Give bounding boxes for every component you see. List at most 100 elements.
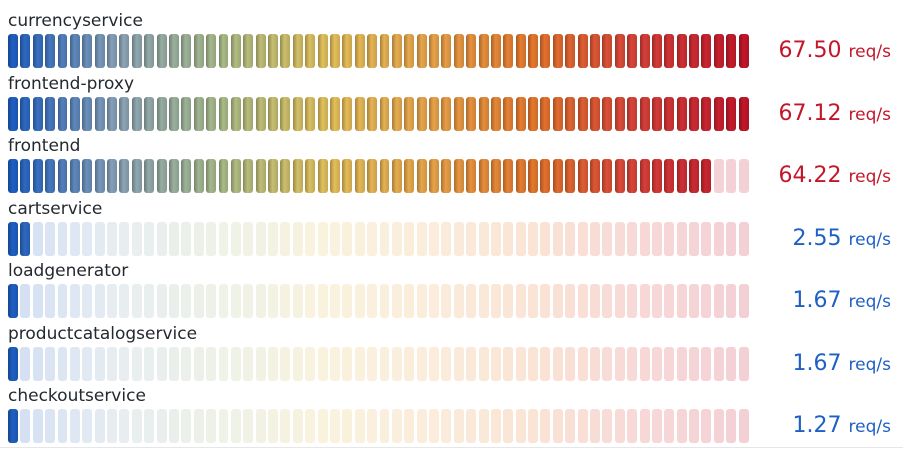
gauge-cell-lit <box>676 34 687 68</box>
gauge-cell-lit <box>57 96 68 131</box>
gauge-cell-unlit <box>354 284 365 318</box>
gauge-cell-lit <box>119 96 130 131</box>
gauge-cell-lit <box>590 159 600 193</box>
gauge-cell-lit <box>738 96 749 131</box>
gauge-cell-unlit <box>57 346 68 381</box>
gauge-cell-lit <box>20 159 31 193</box>
gauge-cell-unlit <box>69 221 80 256</box>
gauge-cell-lit <box>528 96 539 131</box>
gauge-cell-unlit <box>156 409 167 443</box>
value-number: 67.12 <box>778 100 842 126</box>
gauge-cell-lit <box>441 34 452 68</box>
gauge-cell-lit <box>726 96 737 131</box>
gauge-cell-lit <box>107 34 118 68</box>
gauge-cell-unlit <box>69 284 80 318</box>
gauge-cell-unlit <box>218 346 229 381</box>
gauge-cell-lit <box>404 34 415 68</box>
gauge-cell-lit <box>490 96 501 131</box>
gauge-cell-unlit <box>391 346 402 381</box>
gauge-cell-lit <box>466 34 477 68</box>
gauge-cell-lit <box>243 96 254 131</box>
gauge-cell-lit <box>305 96 316 131</box>
gauge-cell-unlit <box>107 409 118 443</box>
gauge-cell-unlit <box>280 409 291 443</box>
gauge-cell-unlit <box>20 284 31 318</box>
gauge-cell-lit <box>8 221 18 256</box>
row-value: 1.67 req/s <box>792 286 891 316</box>
gauge-cell-unlit <box>577 409 588 443</box>
gauge-cell-unlit <box>94 284 105 318</box>
gauge-cell-lit <box>528 159 539 193</box>
gauge-cell-lit <box>391 96 402 131</box>
gauge-cell-unlit <box>726 409 737 443</box>
gauge-cell-lit <box>577 34 588 68</box>
gauge-cell-lit <box>255 96 266 131</box>
gauge-cell-unlit <box>367 221 378 256</box>
gauge-cell-unlit <box>577 346 588 381</box>
value-number: 1.67 <box>792 288 842 313</box>
gauge-cell-unlit <box>651 284 662 318</box>
gauge-cell-unlit <box>540 221 551 256</box>
gauge-cell-unlit <box>540 409 551 443</box>
gauge-cells <box>8 159 751 193</box>
gauge-cell-lit <box>342 159 353 193</box>
gauge-cell-unlit <box>255 284 266 318</box>
gauge-cell-unlit <box>181 409 192 443</box>
gauge-cell-unlit <box>453 409 464 443</box>
gauge-cell-unlit <box>689 221 700 256</box>
gauge-cell-unlit <box>713 284 724 318</box>
gauge-row-loadgenerator: loadgenerator 1.67 req/s <box>0 254 903 318</box>
gauge-cell-unlit <box>565 346 576 381</box>
gauge-cell-lit <box>590 34 600 68</box>
gauge-cell-lit <box>552 34 563 68</box>
gauge-cell-lit <box>342 34 353 68</box>
gauge-cell-unlit <box>305 409 316 443</box>
gauge-cell-lit <box>664 96 675 131</box>
gauge-cell-lit <box>255 159 266 193</box>
gauge-cell-unlit <box>639 409 650 443</box>
gauge-cell-lit <box>243 34 254 68</box>
gauge-cell-unlit <box>490 346 501 381</box>
gauge-cell-lit <box>206 96 217 131</box>
gauge-cell-lit <box>602 96 613 131</box>
gauge-cell-unlit <box>429 409 439 443</box>
gauge-cell-unlit <box>416 346 427 381</box>
gauge-cell-unlit <box>701 409 712 443</box>
gauge-cell-unlit <box>466 409 477 443</box>
gauge-cell-unlit <box>305 221 316 256</box>
gauge-cell-unlit <box>131 409 142 443</box>
gauge-cell-unlit <box>664 221 675 256</box>
row-label: cartservice <box>8 198 103 219</box>
gauge-cell-unlit <box>466 284 477 318</box>
gauge-cell-lit <box>329 96 340 131</box>
gauge-cell-unlit <box>82 221 93 256</box>
gauge-cell-unlit <box>144 284 155 318</box>
gauge-cell-lit <box>466 96 477 131</box>
gauge-cell-unlit <box>168 409 179 443</box>
gauge-cell-lit <box>429 96 439 131</box>
gauge-cell-unlit <box>342 221 353 256</box>
gauge-cell-lit <box>57 34 68 68</box>
gauge-cell-lit <box>453 159 464 193</box>
gauge-cell-unlit <box>45 346 56 381</box>
value-number: 1.67 <box>792 350 842 376</box>
gauge-cell-unlit <box>32 346 43 381</box>
gauge-cell-lit <box>627 34 638 68</box>
gauge-cell-unlit <box>416 284 427 318</box>
gauge-cell-unlit <box>218 409 229 443</box>
gauge-cell-unlit <box>32 221 43 256</box>
gauge-cell-lit <box>367 96 378 131</box>
gauge-cell-lit <box>230 34 241 68</box>
gauge-cell-unlit <box>689 346 700 381</box>
gauge-cell-lit <box>8 34 18 68</box>
gauge-cell-lit <box>689 159 700 193</box>
gauge-cell-unlit <box>701 346 712 381</box>
gauge-cell-unlit <box>515 221 526 256</box>
gauge-cell-unlit <box>292 284 303 318</box>
gauge-cell-unlit <box>664 409 675 443</box>
gauge-cell-unlit <box>168 346 179 381</box>
gauge-cell-lit <box>144 159 155 193</box>
gauge-cell-lit <box>676 159 687 193</box>
gauge-cell-lit <box>305 34 316 68</box>
gauge-cell-lit <box>354 34 365 68</box>
